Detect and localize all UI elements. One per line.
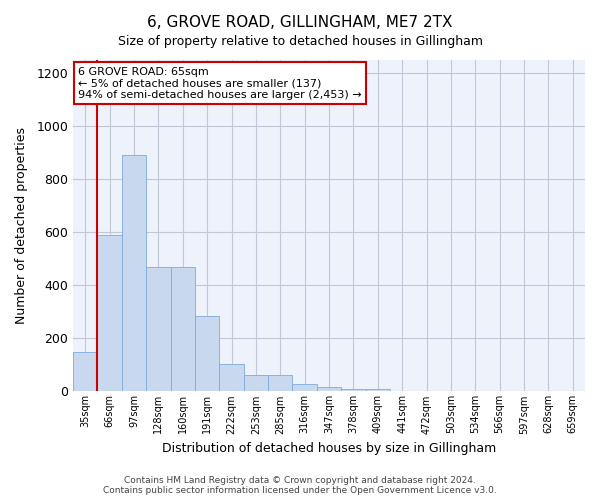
Text: Size of property relative to detached houses in Gillingham: Size of property relative to detached ho…: [118, 35, 482, 48]
Bar: [220, 364, 244, 392]
Bar: [122, 156, 146, 392]
Bar: [341, 388, 365, 392]
Bar: [146, 267, 170, 392]
Bar: [97, 235, 122, 392]
Text: Contains HM Land Registry data © Crown copyright and database right 2024.
Contai: Contains HM Land Registry data © Crown c…: [103, 476, 497, 495]
Text: 6 GROVE ROAD: 65sqm
← 5% of detached houses are smaller (137)
94% of semi-detach: 6 GROVE ROAD: 65sqm ← 5% of detached hou…: [78, 66, 362, 100]
Bar: [365, 388, 390, 392]
Bar: [317, 386, 341, 392]
X-axis label: Distribution of detached houses by size in Gillingham: Distribution of detached houses by size …: [162, 442, 496, 455]
Bar: [292, 384, 317, 392]
Bar: [244, 374, 268, 392]
Bar: [73, 352, 97, 392]
Bar: [170, 267, 195, 392]
Text: 6, GROVE ROAD, GILLINGHAM, ME7 2TX: 6, GROVE ROAD, GILLINGHAM, ME7 2TX: [147, 15, 453, 30]
Y-axis label: Number of detached properties: Number of detached properties: [15, 127, 28, 324]
Bar: [268, 374, 292, 392]
Bar: [195, 316, 220, 392]
